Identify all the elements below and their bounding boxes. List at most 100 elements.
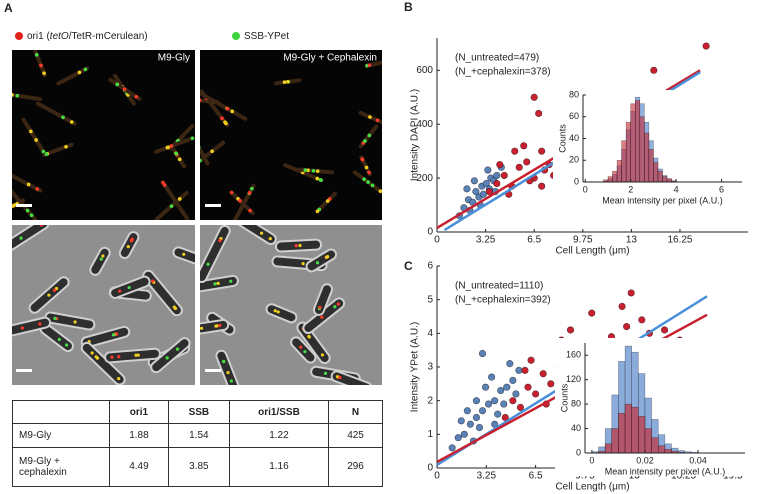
scale-bar — [205, 204, 221, 207]
cell-body — [21, 117, 48, 157]
point — [484, 400, 493, 408]
x-tick-label: 13 — [629, 471, 641, 482]
focus — [44, 152, 49, 156]
header-cell: ori1 — [109, 399, 169, 425]
value-cell: 1.22 — [228, 423, 330, 448]
legend-dot — [15, 32, 23, 40]
y-tick-label: 6 — [427, 261, 433, 272]
focus — [122, 87, 127, 91]
point — [512, 390, 520, 398]
x-axis-label: Mean intensity per pixel (A.U.) — [605, 466, 726, 476]
focus — [35, 187, 40, 191]
focus — [378, 189, 382, 193]
legend-text: tetO — [50, 31, 69, 42]
focus — [360, 157, 365, 161]
focus — [318, 178, 323, 182]
point — [460, 430, 468, 438]
point — [448, 444, 456, 452]
focus — [134, 95, 139, 99]
table-row: M9-Gly + cephalexin 4.49 3.85 1.16 296 — [12, 446, 383, 488]
cell-field — [200, 60, 382, 220]
point — [484, 166, 492, 174]
y-tick-label: 160 — [566, 350, 581, 360]
hist-bar — [664, 449, 672, 454]
cell-body — [35, 101, 77, 126]
focus — [298, 243, 302, 248]
focus — [366, 180, 370, 184]
cell-body — [12, 92, 43, 102]
cell-body — [241, 225, 275, 244]
focus — [15, 93, 20, 98]
y-tick-label: 5 — [427, 294, 433, 305]
summary-table: ori1 SSB ori1/SSB N M9-Gly 1.88 1.54 1.22 425 M9-… — [12, 399, 383, 488]
focus — [247, 191, 252, 195]
focus — [268, 237, 272, 241]
y-tick-label: 2 — [427, 395, 433, 406]
focus — [41, 149, 46, 154]
focus — [169, 144, 174, 148]
x-tick-label: 6.5 — [527, 235, 541, 246]
focus — [61, 115, 65, 120]
focus — [335, 375, 340, 379]
y-tick-label: 80 — [571, 398, 581, 408]
point — [524, 383, 532, 391]
focus — [307, 335, 311, 339]
cell-body — [56, 66, 90, 86]
focus — [174, 151, 178, 156]
focus — [200, 146, 201, 149]
focus — [29, 213, 34, 218]
point — [475, 424, 484, 432]
x-tick-label: 0 — [434, 471, 440, 482]
point — [497, 386, 505, 395]
point — [485, 187, 493, 196]
focus — [226, 370, 230, 375]
focus — [315, 169, 320, 173]
point — [506, 360, 514, 368]
fluorescence-image — [200, 50, 382, 220]
hist-bar — [638, 416, 646, 454]
focus — [325, 199, 330, 203]
focus — [216, 281, 220, 285]
focus — [126, 245, 130, 249]
focus — [83, 67, 88, 72]
hist-bar — [653, 162, 659, 183]
focus — [73, 320, 77, 324]
cell-field — [200, 225, 372, 385]
hist-bar — [657, 170, 663, 183]
point — [618, 302, 626, 311]
point — [516, 403, 525, 412]
point — [500, 400, 508, 408]
header-cell: SSB — [167, 399, 230, 425]
focus — [200, 326, 204, 330]
focus — [39, 225, 44, 227]
point — [491, 397, 499, 405]
point — [463, 185, 471, 193]
x-tick-label: 0 — [589, 455, 594, 465]
focus — [115, 82, 120, 87]
focus — [220, 116, 224, 121]
image-label: M9-Gly + Cephalexin — [283, 53, 377, 64]
y-tick-label: 0 — [576, 447, 581, 457]
cell-body — [41, 325, 72, 351]
focus — [320, 353, 325, 357]
y-tick-label: 120 — [566, 374, 581, 384]
point — [521, 366, 529, 374]
focus — [64, 144, 68, 149]
focus — [52, 288, 57, 292]
focus — [229, 190, 234, 195]
focus — [130, 238, 134, 242]
point — [479, 190, 487, 198]
x-tick-label: 9.75 — [573, 235, 593, 246]
focus — [229, 279, 233, 283]
point — [527, 356, 535, 364]
point — [488, 373, 496, 381]
focus — [162, 183, 167, 187]
point — [466, 420, 474, 428]
x-tick-label: 16.25 — [671, 471, 696, 482]
focus — [2, 170, 6, 174]
point — [500, 171, 508, 180]
hist-bar — [618, 413, 626, 454]
focus — [210, 149, 214, 154]
focus — [12, 189, 13, 191]
focus — [223, 120, 227, 124]
